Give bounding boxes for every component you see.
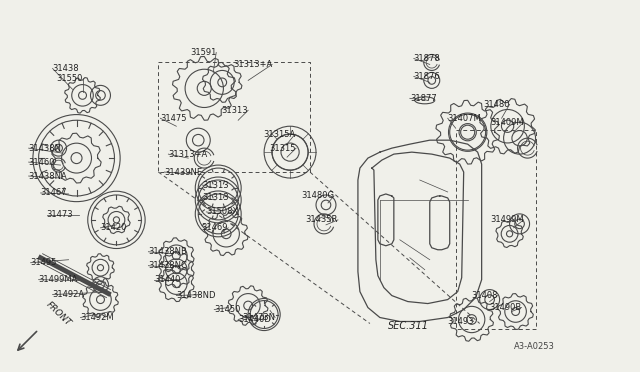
Text: 31499MA: 31499MA — [38, 275, 78, 284]
Text: 31315: 31315 — [269, 144, 296, 153]
Text: 31469: 31469 — [202, 223, 228, 232]
Text: 31438: 31438 — [52, 64, 79, 73]
Text: SEC.311: SEC.311 — [388, 321, 429, 331]
Text: 31490B: 31490B — [490, 303, 522, 312]
Text: 31408: 31408 — [471, 291, 498, 300]
Text: 31438NC: 31438NC — [148, 261, 188, 270]
Text: 31591: 31591 — [190, 48, 216, 57]
Text: 31313: 31313 — [221, 106, 248, 115]
Text: 31420: 31420 — [100, 223, 127, 232]
Text: 31438ND: 31438ND — [176, 291, 216, 300]
Text: 31467: 31467 — [40, 189, 67, 198]
Text: 31313: 31313 — [202, 193, 229, 202]
Text: 31480G: 31480G — [301, 192, 334, 201]
Text: 31440: 31440 — [154, 275, 180, 284]
Text: 31550: 31550 — [56, 74, 83, 83]
Text: 31473: 31473 — [47, 211, 73, 219]
Text: 31438NA: 31438NA — [29, 171, 67, 180]
Text: 31475: 31475 — [161, 114, 187, 123]
Text: 31508X: 31508X — [206, 208, 239, 217]
Text: 31438N: 31438N — [29, 144, 61, 153]
Text: 31499M: 31499M — [490, 215, 524, 224]
Text: 31407M: 31407M — [448, 114, 481, 123]
Text: 31313+A: 31313+A — [168, 150, 207, 158]
Text: 31480: 31480 — [483, 100, 509, 109]
Text: 31450: 31450 — [214, 305, 241, 314]
Text: 31492M: 31492M — [81, 313, 114, 322]
Text: 31460: 31460 — [29, 158, 55, 167]
Text: 31315A: 31315A — [263, 130, 295, 139]
Text: 31495: 31495 — [31, 258, 57, 267]
Text: FRONT: FRONT — [45, 299, 73, 327]
Text: 31313: 31313 — [202, 180, 229, 189]
Text: 31409M: 31409M — [490, 118, 524, 127]
Text: 31877: 31877 — [410, 94, 436, 103]
Text: 31473N: 31473N — [242, 313, 275, 322]
Text: 31876: 31876 — [414, 72, 440, 81]
Text: A3-A0253: A3-A0253 — [514, 342, 554, 352]
Text: 31440D: 31440D — [238, 315, 271, 324]
Text: 31493: 31493 — [447, 317, 474, 326]
Text: 31313+A: 31313+A — [233, 60, 272, 69]
Text: 31492A: 31492A — [52, 290, 84, 299]
Text: 31439NE: 31439NE — [164, 167, 202, 177]
Text: 31878: 31878 — [414, 54, 440, 63]
Text: 31438NB: 31438NB — [148, 247, 188, 256]
Text: 31435R: 31435R — [305, 215, 338, 224]
